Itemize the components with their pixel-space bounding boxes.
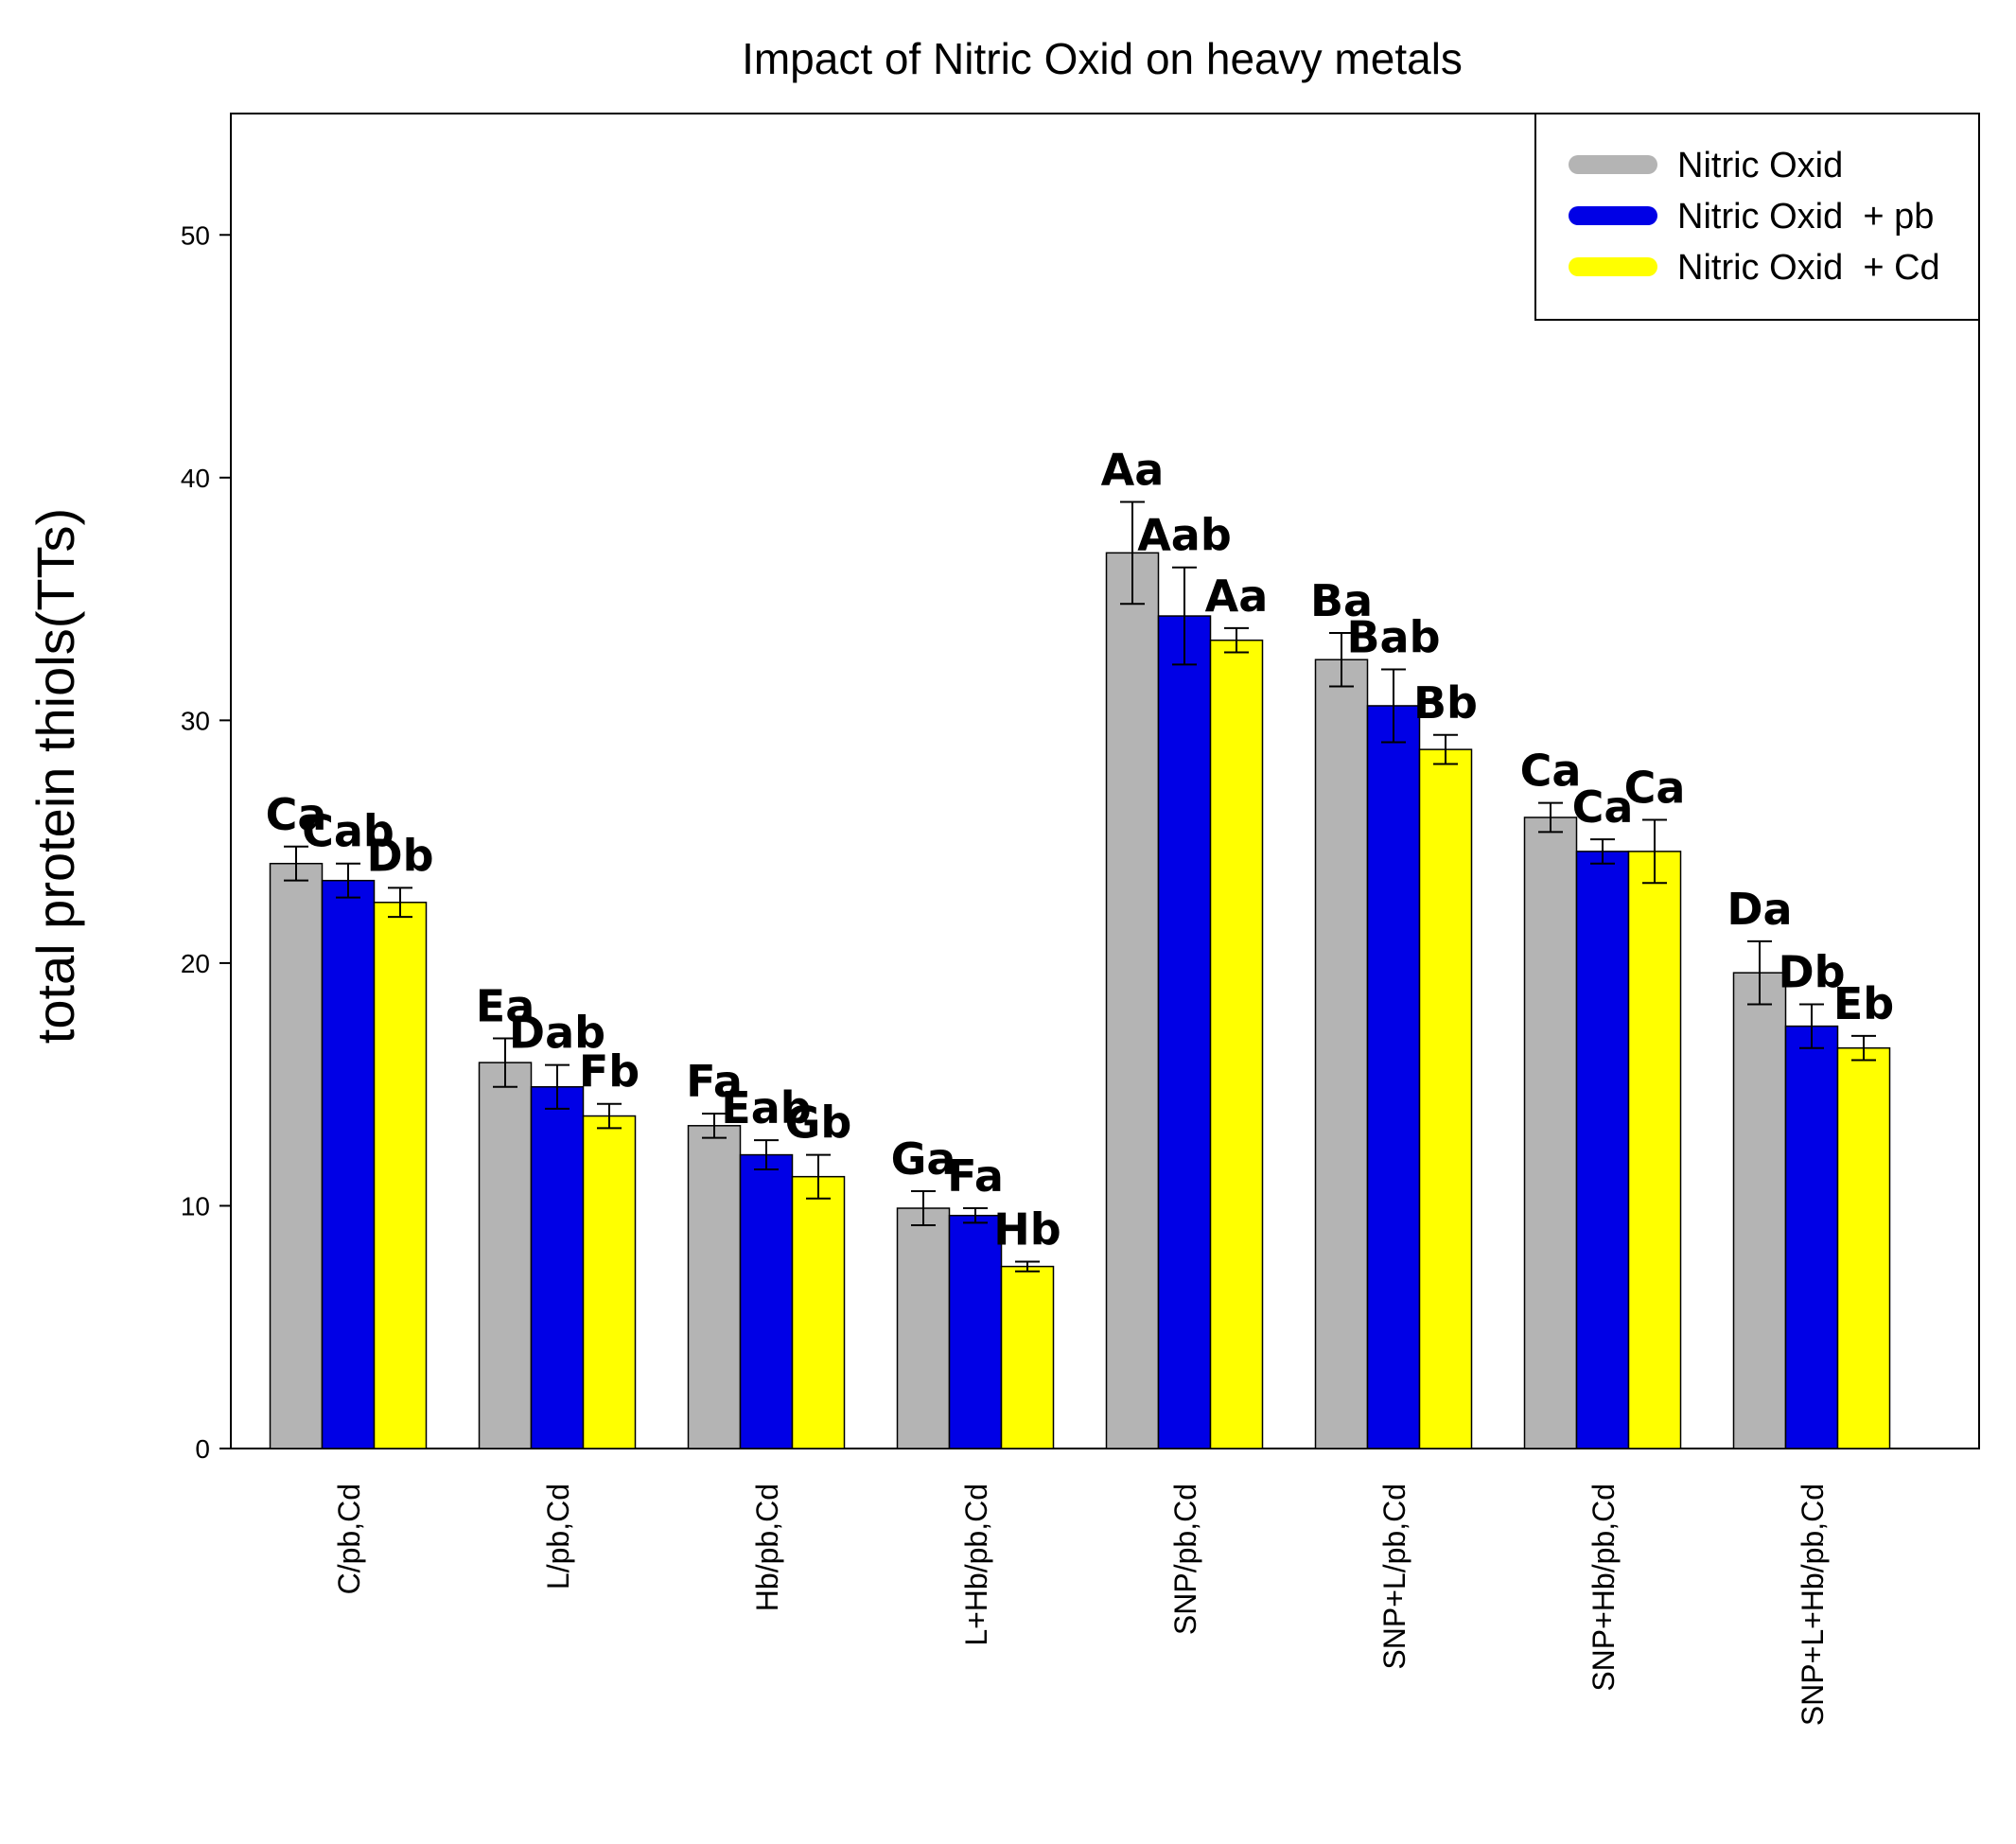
significance-label: Ca — [266, 789, 327, 840]
y-tick-label: 30 — [181, 706, 210, 735]
bar — [373, 902, 428, 1449]
x-tick-label: SNP+L+Hb/pb,Cd — [1796, 1484, 1830, 1726]
bar — [1836, 1046, 1891, 1449]
bar — [582, 1115, 637, 1449]
bar — [896, 1207, 951, 1449]
significance-label: Ca — [1520, 746, 1582, 797]
bar — [1627, 851, 1682, 1449]
bar — [530, 1085, 585, 1449]
bar — [687, 1125, 742, 1449]
significance-label: Eb — [1833, 978, 1894, 1029]
significance-label: Fb — [579, 1046, 640, 1098]
significance-label: Aab — [1137, 510, 1232, 561]
significance-label: Bb — [1413, 677, 1478, 729]
y-tick-label: 10 — [181, 1191, 210, 1221]
significance-label: Eab — [721, 1082, 811, 1133]
significance-label: Ca — [1624, 763, 1686, 814]
bar — [791, 1175, 846, 1449]
bar — [1314, 659, 1369, 1449]
bar — [1157, 615, 1212, 1449]
bar — [1000, 1265, 1055, 1449]
bar — [1575, 851, 1630, 1449]
bar — [1523, 817, 1578, 1449]
bar — [1366, 705, 1421, 1449]
y-tick-label: 40 — [181, 464, 210, 493]
significance-label: Db — [366, 830, 433, 881]
bar — [269, 862, 324, 1449]
bar — [739, 1153, 794, 1449]
x-tick-label: C/pb,Cd — [332, 1484, 366, 1594]
significance-label: Ba — [1310, 575, 1373, 626]
bar — [1105, 552, 1160, 1449]
bar — [1732, 972, 1787, 1449]
significance-label: Hb — [993, 1203, 1061, 1255]
legend: Nitric Oxid Nitric Oxid + pb Nitric Oxid +… — [1534, 113, 1980, 321]
bar — [478, 1062, 533, 1449]
bar — [1418, 748, 1473, 1449]
y-axis-label: total protein thiols(TTs) — [26, 508, 85, 1044]
significance-label: Ca — [1572, 782, 1634, 833]
bar — [321, 879, 376, 1449]
x-tick-label: SNP+Hb/pb,Cd — [1587, 1484, 1621, 1692]
significance-label: Ga — [891, 1133, 956, 1185]
bar — [1209, 639, 1264, 1449]
bar — [1784, 1025, 1839, 1449]
significance-label: Ea — [476, 980, 535, 1031]
significance-label: Db — [1778, 947, 1845, 998]
x-tick-label: SNP+L/pb,Cd — [1377, 1484, 1411, 1670]
y-tick-label: 50 — [181, 220, 210, 250]
bar — [948, 1214, 1003, 1449]
significance-label: Fa — [947, 1150, 1004, 1202]
x-tick-label: L/pb,Cd — [541, 1484, 575, 1589]
x-tick-label: SNP/pb,Cd — [1168, 1484, 1202, 1635]
significance-label: Gb — [785, 1098, 852, 1149]
significance-label: Aa — [1205, 571, 1269, 622]
y-tick-label: 0 — [195, 1434, 210, 1464]
significance-label: Cab — [302, 806, 394, 857]
significance-label: Bab — [1346, 611, 1440, 662]
chart-title: Impact of Nitric Oxid on heavy metals — [742, 34, 1463, 83]
x-tick-label: L+Hb/pb,Cd — [959, 1484, 993, 1646]
plot-frame — [230, 113, 1980, 1449]
y-tick-label: 20 — [181, 949, 210, 978]
x-tick-label: Hb/pb,Cd — [750, 1484, 784, 1611]
legend-label: Nitric Oxid + Cd — [1677, 248, 1940, 288]
significance-label: Da — [1727, 884, 1792, 935]
significance-label: Aa — [1101, 444, 1165, 495]
plot-area: 01020304050CaCabDbC/pb,CdEaDabFbL/pb,CdF… — [181, 113, 1980, 1726]
legend-label: Nitric Oxid + pb — [1677, 197, 1934, 237]
significance-label: Fa — [686, 1056, 743, 1107]
significance-label: Dab — [509, 1008, 605, 1059]
legend-label: Nitric Oxid — [1677, 146, 1843, 185]
